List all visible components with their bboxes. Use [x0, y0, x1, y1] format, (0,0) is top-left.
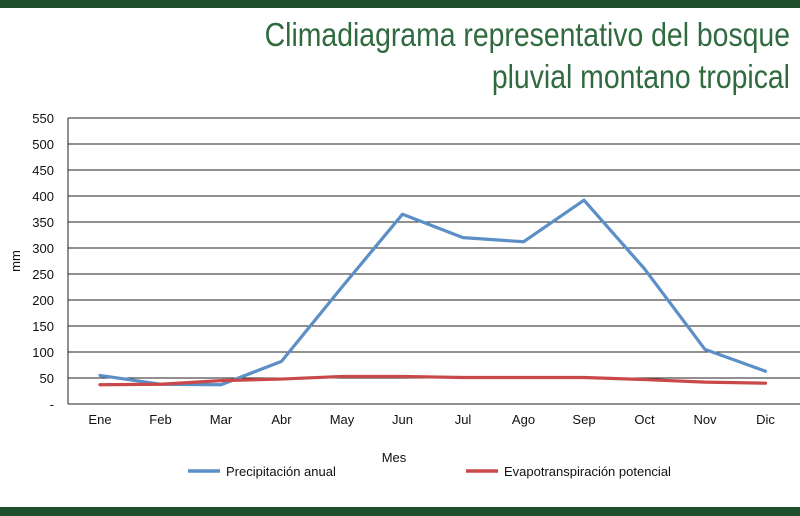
y-tick-label: 350 — [32, 215, 54, 230]
gridlines — [67, 117, 800, 405]
x-tick-label: Abr — [271, 412, 292, 427]
y-tick-label: 400 — [32, 189, 54, 204]
y-tick-label: 200 — [32, 293, 54, 308]
y-tick-label: 50 — [40, 371, 54, 386]
x-axis-label: Mes — [382, 450, 407, 465]
series-line-1 — [98, 374, 768, 387]
bottom-band — [0, 507, 800, 516]
top-band — [0, 0, 800, 8]
x-tick-labels: Ene Feb Mar Abr May Jun Jul Ago Sep Oct Nov Dic — [88, 412, 775, 427]
x-tick-label: Ago — [512, 412, 535, 427]
x-tick-label: Nov — [693, 412, 717, 427]
series-line-0 — [98, 198, 768, 387]
y-tick-label: 500 — [32, 137, 54, 152]
y-tick-label: 550 — [32, 111, 54, 126]
legend-label-evapotranspiracion: Evapotranspiración potencial — [504, 464, 671, 479]
y-tick-label: 100 — [32, 345, 54, 360]
y-tick-labels: - 50 100 150 200 250 300 350 400 450 500 550 — [32, 111, 54, 412]
y-tick-label: 450 — [32, 163, 54, 178]
chart-title: Climadiagrama representativo del bosque … — [264, 16, 791, 95]
x-tick-label: Jul — [455, 412, 472, 427]
y-axis-label: mm — [8, 250, 23, 272]
x-tick-label: Sep — [572, 412, 595, 427]
y-tick-label: - — [50, 397, 54, 412]
y-tick-label: 150 — [32, 319, 54, 334]
y-tick-label: 250 — [32, 267, 54, 282]
x-tick-label: Jun — [392, 412, 413, 427]
x-tick-label: May — [330, 412, 355, 427]
series-lines — [98, 198, 768, 387]
legend-label-precipitacion: Precipitación anual — [226, 464, 336, 479]
x-tick-label: Mar — [210, 412, 233, 427]
x-tick-label: Ene — [88, 412, 111, 427]
y-tick-label: 300 — [32, 241, 54, 256]
x-tick-label: Feb — [149, 412, 171, 427]
legend: Precipitación anual Evapotranspiración p… — [188, 464, 671, 479]
x-tick-label: Oct — [634, 412, 655, 427]
x-tick-label: Dic — [756, 412, 775, 427]
